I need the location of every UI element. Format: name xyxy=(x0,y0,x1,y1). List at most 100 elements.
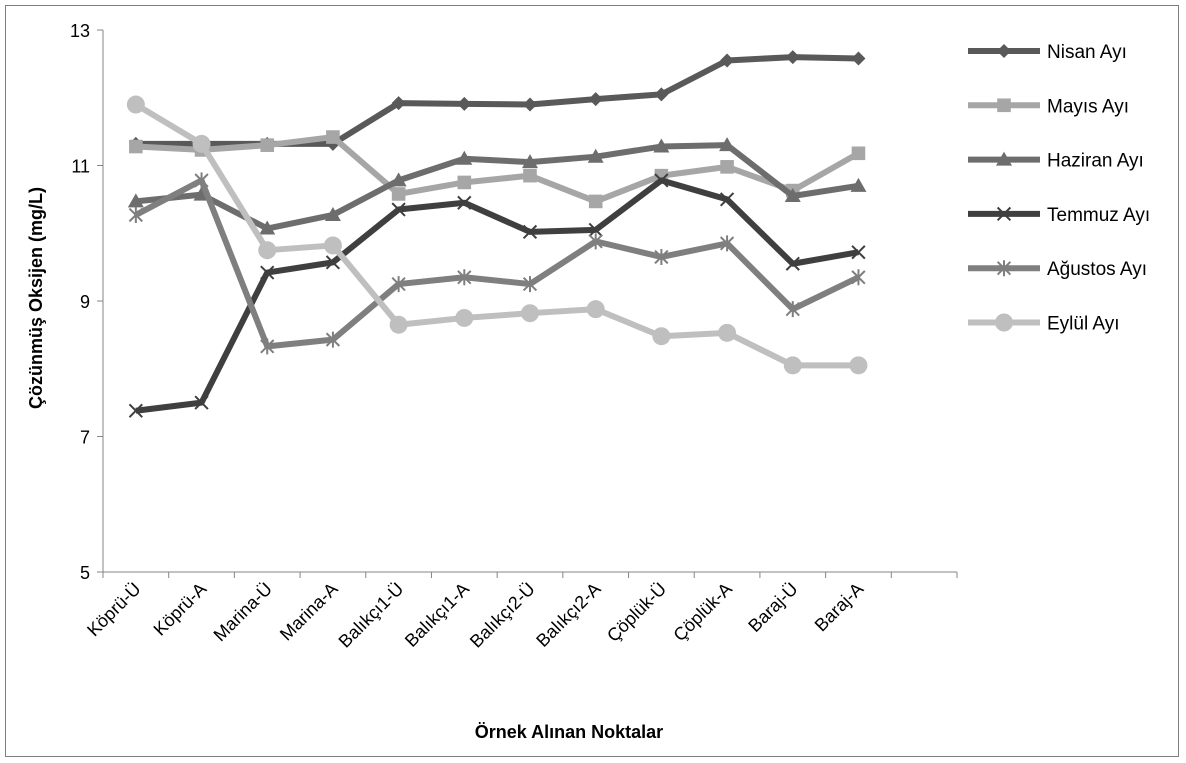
data-point xyxy=(259,220,276,235)
legend-label: Temmuz Ayı xyxy=(1047,205,1150,226)
data-point xyxy=(325,331,341,348)
legend-entry: Ağustos Ayı xyxy=(968,259,1147,280)
data-point xyxy=(785,50,800,65)
legend-entry: Temmuz Ayı xyxy=(968,205,1150,226)
chart-frame xyxy=(5,5,1179,757)
legend-marker xyxy=(996,260,1012,277)
x-tick-label: Balıkçı2-Ü xyxy=(466,579,539,652)
data-point xyxy=(851,245,866,260)
data-point xyxy=(390,172,407,187)
data-point xyxy=(127,193,144,208)
data-point xyxy=(456,150,473,165)
data-point xyxy=(129,139,143,154)
data-point xyxy=(785,256,800,271)
data-point xyxy=(523,168,537,183)
data-point xyxy=(719,192,735,207)
x-tick-label: Balıkçı1-Ü xyxy=(335,579,408,652)
legend-label: Haziran Ayı xyxy=(1047,151,1144,172)
legend-label: Eylül Ayı xyxy=(1047,314,1120,335)
data-point xyxy=(126,95,145,114)
data-point xyxy=(391,187,406,201)
series-2 xyxy=(129,130,866,209)
x-tick-label: Marina-Ü xyxy=(210,579,276,645)
series-4 xyxy=(128,173,866,418)
series-5 xyxy=(128,172,866,355)
series-layer xyxy=(126,50,868,418)
data-point xyxy=(521,304,539,323)
data-point xyxy=(325,255,341,270)
legend-entry: Eylül Ayı xyxy=(968,313,1120,335)
data-point xyxy=(457,195,472,210)
x-tick-label: Baraj-Ü xyxy=(744,579,801,636)
data-point xyxy=(457,269,472,286)
y-tick-label: 5 xyxy=(80,563,90,583)
data-point xyxy=(389,315,408,334)
legend-entry: Nisan Ayı xyxy=(968,42,1127,63)
legend-marker xyxy=(995,313,1013,332)
data-point xyxy=(323,236,342,255)
data-point xyxy=(260,138,275,152)
data-point xyxy=(128,206,143,223)
data-point xyxy=(260,338,275,355)
data-point xyxy=(587,148,604,163)
data-point xyxy=(588,194,603,209)
legend: Nisan Ayı Mayıs Ayı Haziran Ayı Temmuz Ayı A… xyxy=(968,42,1150,335)
x-tick-label: Balıkçı1-A xyxy=(401,579,473,651)
data-point xyxy=(128,403,143,418)
data-point xyxy=(522,224,538,240)
data-point xyxy=(457,175,472,190)
data-point xyxy=(522,154,538,169)
data-point xyxy=(326,130,340,144)
legend-entry: Mayıs Ayı xyxy=(968,96,1129,117)
x-tick-label: Köprü-Ü xyxy=(83,579,145,641)
data-point xyxy=(588,222,603,237)
series-line xyxy=(134,101,859,369)
y-tick-label: 13 xyxy=(70,21,90,41)
data-point xyxy=(258,241,277,260)
y-tick-label: 7 xyxy=(80,428,90,448)
data-point xyxy=(783,356,802,375)
x-tick-label: Çöplük-Ü xyxy=(603,579,670,646)
data-point xyxy=(194,172,209,189)
data-point xyxy=(850,177,867,192)
x-tick-label: Balıkçı2-A xyxy=(532,579,604,651)
data-point xyxy=(784,187,801,202)
x-axis-title: Örnek Alınan Noktalar xyxy=(475,722,663,742)
y-tick-label: 9 xyxy=(80,292,90,312)
data-point xyxy=(654,173,669,188)
data-point xyxy=(654,248,669,265)
data-point xyxy=(718,323,737,342)
series-line xyxy=(135,142,859,232)
y-tick-label: 11 xyxy=(71,157,90,177)
data-point xyxy=(720,160,734,174)
data-point xyxy=(194,395,209,410)
series-line xyxy=(134,177,860,350)
legend-label: Ağustos Ayı xyxy=(1047,259,1147,280)
x-tick-label: Baraj-A xyxy=(811,579,868,636)
y-axis-title: Çözünmüş Oksijen (mg/L) xyxy=(26,187,46,409)
data-point xyxy=(851,269,866,286)
data-point xyxy=(523,97,537,112)
data-point xyxy=(653,138,670,153)
data-point xyxy=(785,301,800,318)
data-point xyxy=(719,137,736,152)
data-point xyxy=(654,87,669,102)
data-point xyxy=(652,327,671,346)
data-point xyxy=(324,206,341,221)
data-point xyxy=(192,134,211,153)
series-1 xyxy=(128,50,866,151)
legend-label: Mayıs Ayı xyxy=(1047,96,1129,117)
data-point xyxy=(720,53,735,68)
data-point xyxy=(457,96,472,111)
data-point xyxy=(849,356,868,375)
legend-marker xyxy=(997,98,1011,113)
series-6 xyxy=(126,95,868,375)
x-tick-label: Köprü-A xyxy=(150,579,211,640)
data-point xyxy=(391,96,406,111)
data-point xyxy=(522,276,538,293)
data-point xyxy=(586,300,605,319)
data-point xyxy=(455,308,474,327)
x-tick-label: Çöplük-A xyxy=(669,579,735,645)
